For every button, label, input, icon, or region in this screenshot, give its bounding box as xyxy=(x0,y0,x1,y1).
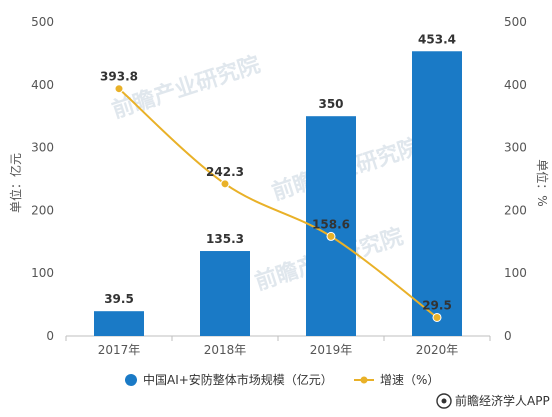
growth-line xyxy=(118,87,438,319)
bar-value-label: 135.3 xyxy=(206,232,244,246)
legend-bar-swatch xyxy=(125,374,137,386)
y-left-tick-label: 400 xyxy=(31,78,54,92)
qianzhan-logo-icon-core xyxy=(441,398,447,404)
x-axis: 2017年 2018年 2019年 2020年 xyxy=(65,336,491,357)
line-value-label: 393.8 xyxy=(100,70,138,84)
line-value-label: 242.3 xyxy=(206,165,244,179)
x-tick-label: 2017年 xyxy=(98,343,141,357)
brand-footer: 前瞻经济学人APP xyxy=(436,393,550,409)
bar xyxy=(412,51,462,336)
legend-bar-label: 中国AI+安防整体市场规模（亿元） xyxy=(143,372,333,387)
y-axis-right: 0 100 200 300 400 500 xyxy=(504,15,527,343)
y-right-tick-label: 0 xyxy=(504,329,512,343)
bar-value-label: 350 xyxy=(318,97,343,111)
bar xyxy=(94,311,144,336)
y-right-tick-label: 300 xyxy=(504,141,527,155)
y-right-tick-label: 200 xyxy=(504,203,527,217)
y-left-tick-label: 500 xyxy=(31,15,54,29)
legend-line-label: 增速（%） xyxy=(380,373,439,387)
y-left-tick-label: 200 xyxy=(31,203,54,217)
line-point xyxy=(220,179,230,189)
bar-value-label: 39.5 xyxy=(104,292,134,306)
y-left-tick-label: 100 xyxy=(31,266,54,280)
watermark-group: 前瞻产业研究院 前瞻产业研究院 前瞻产业研究院 xyxy=(109,51,424,295)
bar xyxy=(200,251,250,336)
legend-line-marker xyxy=(360,376,368,384)
line-point xyxy=(432,312,442,322)
watermark-text: 前瞻产业研究院 xyxy=(109,51,264,123)
y-left-tick-label: 300 xyxy=(31,141,54,155)
y-right-tick-label: 100 xyxy=(504,266,527,280)
line-point xyxy=(114,84,124,94)
x-tick-label: 2019年 xyxy=(310,343,353,357)
bar-value-label: 453.4 xyxy=(418,32,456,46)
y-axis-right-title: 单位：% xyxy=(535,159,550,206)
line-value-label: 158.6 xyxy=(312,217,350,231)
y-right-tick-label: 500 xyxy=(504,15,527,29)
x-tick-label: 2018年 xyxy=(204,343,247,357)
y-axis-left: 0 100 200 300 400 500 xyxy=(31,15,54,343)
line-point xyxy=(326,231,336,241)
line-series xyxy=(114,84,442,322)
y-axis-left-title: 单位：亿元 xyxy=(8,153,23,213)
line-value-label: 29.5 xyxy=(422,298,452,312)
y-left-tick-label: 0 xyxy=(46,329,54,343)
y-right-tick-label: 400 xyxy=(504,78,527,92)
x-tick-label: 2020年 xyxy=(416,343,459,357)
data-labels: 39.5 135.3 350 453.4 393.8 242.3 158.6 29.5 xyxy=(100,32,456,312)
legend: 中国AI+安防整体市场规模（亿元） 增速（%） xyxy=(125,372,439,387)
brand-text: 前瞻经济学人APP xyxy=(455,393,550,408)
